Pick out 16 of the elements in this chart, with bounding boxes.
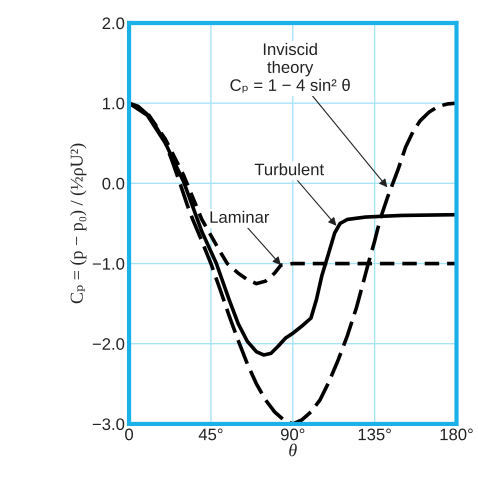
x-tick-label: 45° [198,428,223,440]
annotation: Turbulent [254,163,324,176]
annotation: Laminar [210,210,270,223]
y-tick-label: 1.0 [103,98,124,110]
y-tick-label: −2.0 [92,338,124,350]
y-axis-title: Cₚ = (p − p₀) / (½ρU²) [70,144,86,304]
annotation: Inviscid theory Cₚ = 1 − 4 sin² θ [230,42,350,93]
y-tick-label: 0.0 [102,178,124,190]
x-tick-label: 0 [125,428,134,440]
y-tick-label: 2.0 [102,17,124,30]
y-tick-label: −3.0 [92,418,124,430]
x-tick-label: 180° [440,428,473,440]
x-tick-label: 90° [280,428,304,440]
x-tick-label: 135° [358,428,391,440]
x-axis-title: θ [289,444,297,456]
y-tick-label: −1.0 [92,258,124,270]
